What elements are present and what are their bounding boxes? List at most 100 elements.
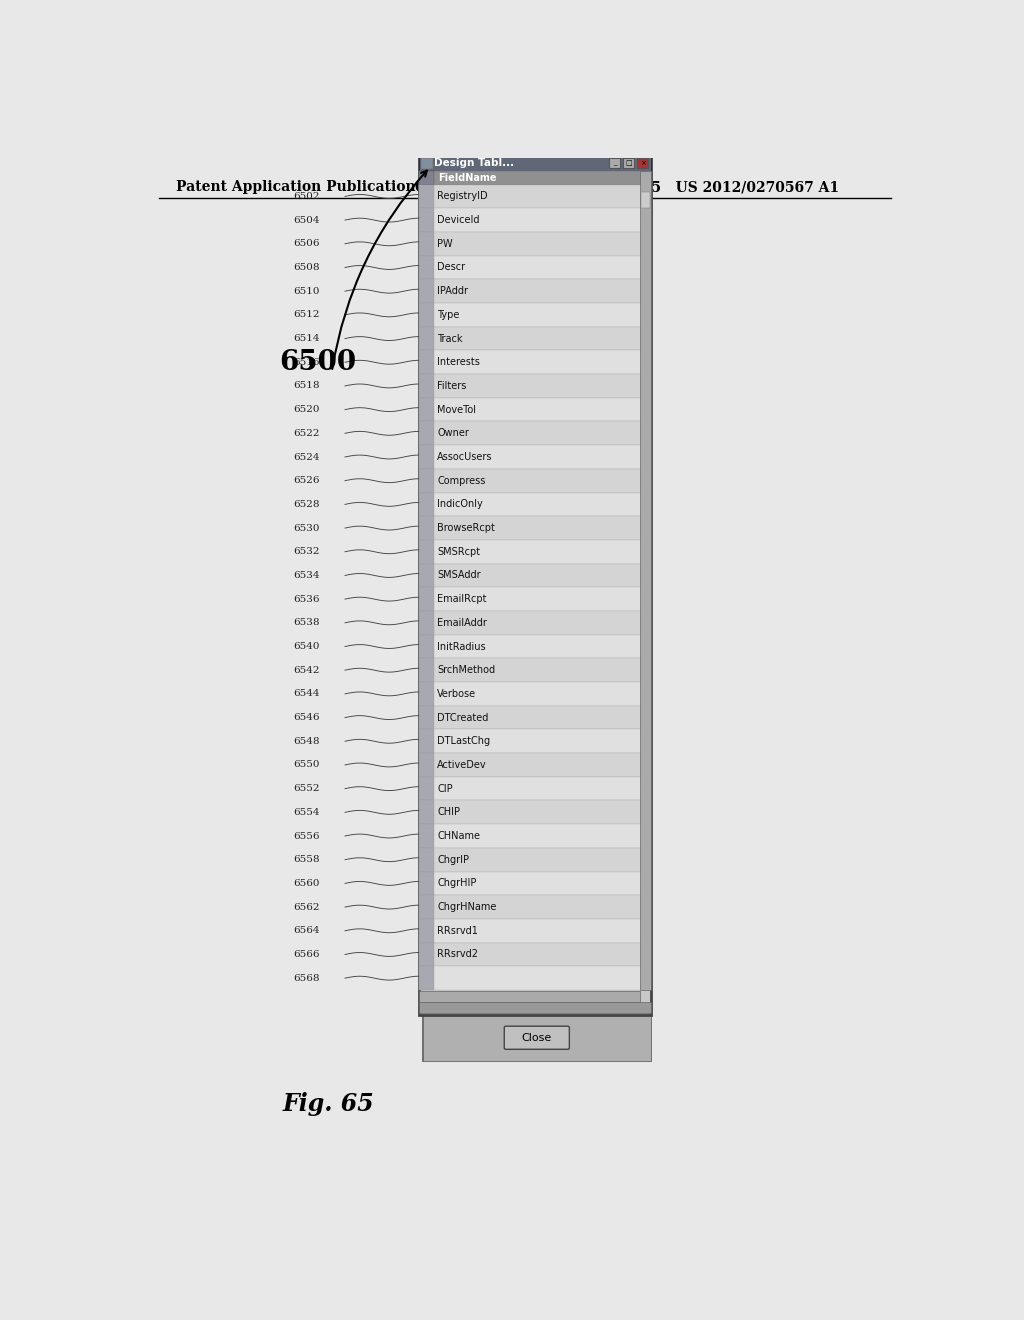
Text: RRsrvd1: RRsrvd1 xyxy=(437,925,478,936)
Bar xyxy=(419,800,434,824)
Bar xyxy=(419,421,650,445)
Bar xyxy=(419,185,434,209)
Text: 6516: 6516 xyxy=(294,358,321,367)
Text: 6518: 6518 xyxy=(294,381,321,391)
Bar xyxy=(423,248,651,265)
Bar xyxy=(423,234,651,1061)
Bar xyxy=(419,611,650,635)
Text: ChgrIP: ChgrIP xyxy=(437,855,469,865)
Text: Owner: Owner xyxy=(437,428,469,438)
Text: Filters: Filters xyxy=(437,381,467,391)
Text: 6504: 6504 xyxy=(294,215,321,224)
Bar xyxy=(419,516,434,540)
Text: 6522: 6522 xyxy=(294,429,321,438)
Bar xyxy=(419,895,434,919)
Bar xyxy=(419,871,434,895)
Text: PW: PW xyxy=(437,239,453,248)
Bar xyxy=(419,185,650,209)
Bar xyxy=(419,754,650,776)
Bar xyxy=(641,193,650,207)
Text: 6558: 6558 xyxy=(294,855,321,865)
Bar xyxy=(419,730,650,754)
Text: Close: Close xyxy=(521,1032,552,1043)
Text: Compress: Compress xyxy=(437,475,485,486)
Text: Patent Application Publication: Patent Application Publication xyxy=(176,180,416,194)
Bar xyxy=(444,251,457,263)
Bar xyxy=(419,754,434,776)
Bar xyxy=(419,659,434,682)
Text: RegistryID: RegistryID xyxy=(437,191,487,202)
Bar xyxy=(624,157,634,169)
Bar xyxy=(419,492,650,516)
Bar xyxy=(419,304,434,327)
Text: DTCreated: DTCreated xyxy=(437,713,488,722)
Text: Interests: Interests xyxy=(437,358,480,367)
Bar xyxy=(419,991,640,1002)
Bar xyxy=(419,682,650,706)
Bar xyxy=(419,966,650,990)
Text: CIP: CIP xyxy=(437,784,453,793)
Bar xyxy=(609,157,621,169)
Text: 6514: 6514 xyxy=(294,334,321,343)
Bar xyxy=(419,1002,651,1014)
Text: 6568: 6568 xyxy=(294,974,321,982)
Text: 6528: 6528 xyxy=(294,500,321,510)
Text: 6550: 6550 xyxy=(294,760,321,770)
Text: Track: Track xyxy=(437,334,463,343)
Bar xyxy=(419,421,434,445)
Text: Design Tabl...: Design Tabl... xyxy=(434,158,514,168)
Bar xyxy=(419,824,650,847)
Text: BrowseRcpt: BrowseRcpt xyxy=(437,523,495,533)
Bar xyxy=(419,170,434,185)
Bar xyxy=(426,251,438,263)
Text: CHIP: CHIP xyxy=(437,808,460,817)
Bar xyxy=(419,304,650,327)
Bar xyxy=(419,706,434,730)
Bar xyxy=(423,1015,651,1061)
Text: 6562: 6562 xyxy=(294,903,321,912)
Bar xyxy=(419,256,650,280)
Text: 6554: 6554 xyxy=(294,808,321,817)
Text: 6542: 6542 xyxy=(294,665,321,675)
Bar xyxy=(419,280,650,304)
Bar xyxy=(419,706,650,730)
Bar xyxy=(419,327,434,350)
Text: 6500: 6500 xyxy=(280,348,356,376)
Text: RRsrvd2: RRsrvd2 xyxy=(437,949,478,960)
Bar xyxy=(419,776,434,800)
Text: 6538: 6538 xyxy=(294,618,321,627)
Text: 6564: 6564 xyxy=(294,927,321,936)
Bar xyxy=(419,800,650,824)
Text: 6512: 6512 xyxy=(294,310,321,319)
Bar xyxy=(419,635,650,659)
Bar xyxy=(419,156,651,1015)
Text: 6534: 6534 xyxy=(294,572,321,579)
Bar xyxy=(419,280,434,304)
Text: CHName: CHName xyxy=(437,832,480,841)
Bar xyxy=(419,445,650,469)
Text: 6560: 6560 xyxy=(294,879,321,888)
Bar xyxy=(419,445,434,469)
Text: 6532: 6532 xyxy=(294,548,321,556)
Bar xyxy=(463,251,475,263)
Text: □: □ xyxy=(626,160,632,166)
Text: 6540: 6540 xyxy=(294,642,321,651)
Text: 6536: 6536 xyxy=(294,594,321,603)
Bar xyxy=(419,659,650,682)
Text: Fig. 65: Fig. 65 xyxy=(283,1092,375,1115)
Bar xyxy=(421,157,432,169)
Text: 6524: 6524 xyxy=(294,453,321,462)
Bar xyxy=(419,540,434,564)
Text: ActiveDev: ActiveDev xyxy=(437,760,486,770)
Text: 6546: 6546 xyxy=(294,713,321,722)
Bar xyxy=(419,564,650,587)
Text: 6506: 6506 xyxy=(294,239,321,248)
Bar xyxy=(419,327,650,350)
Bar xyxy=(419,209,434,232)
Bar xyxy=(419,682,434,706)
Bar xyxy=(419,966,434,990)
Bar xyxy=(419,350,650,374)
Bar xyxy=(419,919,434,942)
Text: MoveTol: MoveTol xyxy=(437,405,476,414)
Text: 6556: 6556 xyxy=(294,832,321,841)
